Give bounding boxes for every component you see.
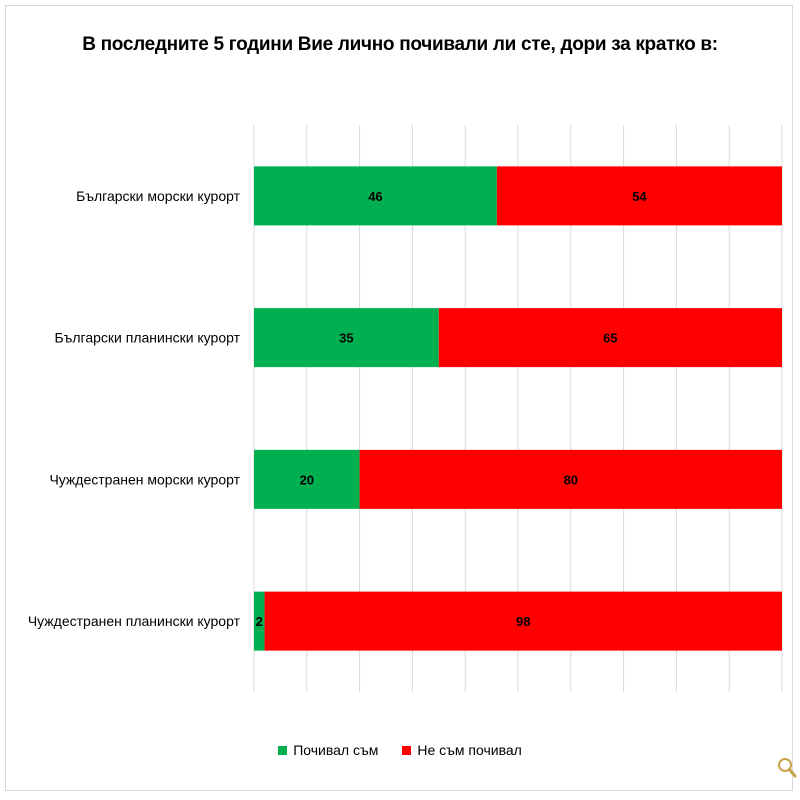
bar-not-rested-1	[496, 166, 782, 226]
data-label: 46	[368, 189, 382, 204]
bar-rested-1	[254, 166, 497, 226]
bar-rested-2	[254, 308, 439, 368]
data-label: 98	[516, 614, 530, 629]
category-label: Чуждестранен морски курорт	[49, 471, 240, 487]
data-label: 2	[256, 614, 263, 629]
bar-rested-4	[254, 591, 265, 651]
legend-swatch-series-1	[278, 745, 288, 755]
data-label: 80	[564, 472, 578, 487]
legend-item-series-1: Почивал съм	[278, 742, 378, 758]
bar-not-rested-3	[359, 449, 782, 509]
legend-label-series-2: Не съм почивал	[417, 742, 522, 758]
chart-frame	[5, 5, 793, 791]
bar-not-rested-4	[264, 591, 782, 651]
data-label: 20	[300, 472, 314, 487]
data-label: 65	[603, 331, 617, 346]
category-label: Чуждестранен планински курорт	[28, 613, 241, 629]
legend-swatch-series-2	[402, 745, 412, 755]
chart-title: В последните 5 години Вие лично почивали…	[82, 34, 718, 55]
bar-rested-3	[254, 449, 360, 509]
legend: Почивал съм Не съм почивал	[0, 742, 800, 758]
data-label: 54	[632, 189, 647, 204]
category-label: Български планински курорт	[54, 330, 240, 346]
legend-label-series-1: Почивал съм	[293, 742, 379, 758]
bar-not-rested-2	[438, 308, 782, 368]
legend-item-series-2: Не съм почивал	[402, 742, 522, 758]
category-labels: Български морски курорт Български планинс…	[28, 188, 241, 629]
category-label: Български морски курорт	[76, 188, 241, 204]
data-label: 35	[339, 331, 353, 346]
magnifier-icon[interactable]	[777, 757, 797, 779]
bars: 46 54 35 65 20 80 2 98	[254, 166, 782, 651]
